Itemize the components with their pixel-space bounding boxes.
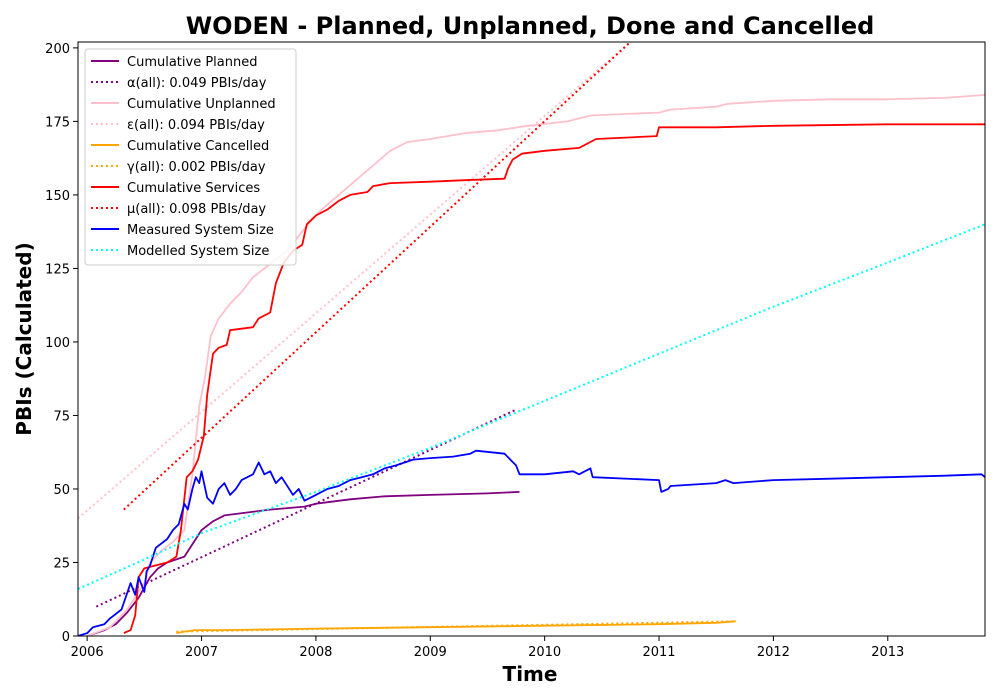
legend-label-6: γ(all): 0.002 PBIs/day: [127, 160, 266, 175]
legend-label-10: Modelled System Size: [127, 244, 269, 259]
series-line-4: [78, 42, 632, 520]
series-line-2: [95, 408, 517, 608]
legend-label-1: Cumulative Planned: [127, 55, 257, 70]
x-tick-label: 2006: [71, 645, 104, 660]
x-tick-label: 2012: [757, 645, 790, 660]
series-line-6: [176, 620, 736, 633]
legend-label-2: α(all): 0.049 PBIs/day: [127, 76, 267, 91]
series-layer: [78, 42, 985, 636]
x-tick-label: 2011: [642, 645, 675, 660]
y-tick-label: 0: [62, 630, 70, 645]
plot-frame: [77, 41, 986, 637]
y-axis-label: PBIs (Calculated): [12, 242, 36, 435]
x-tick-label: 2013: [871, 645, 904, 660]
legend-label-7: Cumulative Services: [127, 181, 260, 196]
legend-box: [84, 48, 297, 266]
x-tick-label: 2009: [414, 645, 447, 660]
legend-label-4: ε(all): 0.094 PBIs/day: [127, 118, 265, 133]
y-tick-label: 175: [45, 115, 70, 130]
legend-label-5: Cumulative Cancelled: [127, 139, 269, 154]
y-tick-label: 125: [45, 262, 70, 277]
series-line-7: [123, 123, 985, 634]
legend-label-8: μ(all): 0.098 PBIs/day: [127, 202, 266, 217]
series-line-3: [86, 94, 985, 636]
legend-label-3: Cumulative Unplanned: [127, 97, 276, 112]
legend-label-9: Measured System Size: [127, 223, 274, 238]
series-line-9: [78, 449, 985, 636]
x-tick-label: 2008: [299, 645, 332, 660]
x-tick-label: 2007: [185, 645, 218, 660]
y-tick-label: 200: [45, 42, 70, 57]
y-tick-label: 75: [53, 409, 70, 424]
y-tick-label: 100: [45, 336, 70, 351]
series-line-1: [86, 491, 520, 636]
x-tick-label: 2010: [528, 645, 561, 660]
y-tick-label: 50: [53, 483, 70, 498]
chart-title: WODEN - Planned, Unplanned, Done and Can…: [186, 12, 875, 40]
axes-layer: 2006 2007 2008 2009 2010 2011 2012 2013 0 25 50 75 1…: [45, 41, 986, 660]
y-tick-label: 25: [53, 556, 70, 571]
series-line-10: [78, 223, 985, 590]
y-tick-label: 150: [45, 189, 70, 204]
x-axis-label: Time: [503, 662, 558, 686]
legend: Cumulative Planned α(all): 0.049 PBIs/day…: [84, 48, 297, 266]
